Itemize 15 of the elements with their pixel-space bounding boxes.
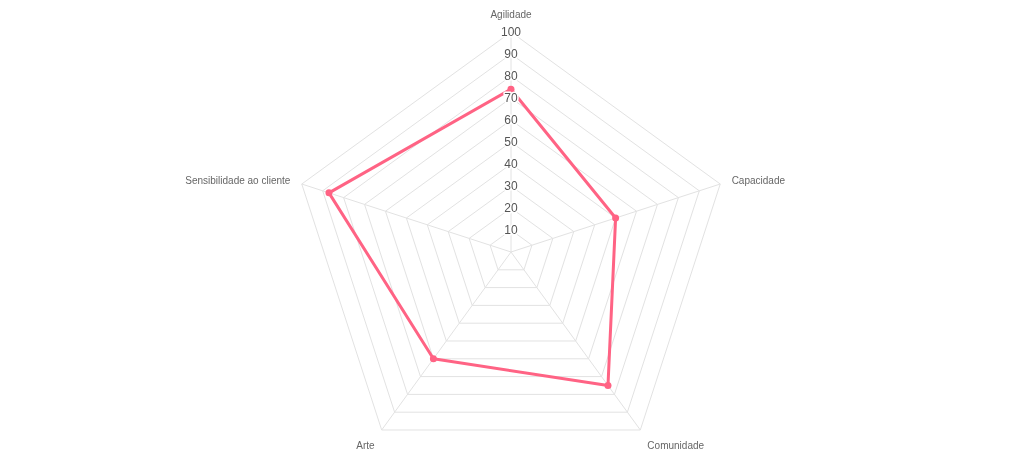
- y-tick-label: 80: [504, 69, 518, 84]
- y-tick-label: 100: [500, 25, 522, 40]
- spoke-label: Sensibilidade ao cliente: [185, 174, 291, 186]
- y-tick-label: 30: [504, 179, 518, 194]
- y-tick-label: 70: [504, 91, 518, 106]
- y-tick-label: 10: [504, 223, 518, 238]
- spoke-label: Capacidade: [731, 174, 786, 186]
- spoke-label: Agilidade: [490, 9, 532, 20]
- spoke-label: Comunidade: [647, 439, 705, 451]
- y-tick-label: 60: [504, 113, 518, 128]
- y-tick-label: 20: [504, 201, 518, 216]
- spoke-label: Arte: [356, 439, 376, 451]
- y-tick-label: 50: [504, 135, 518, 150]
- y-tick-label: 90: [504, 47, 518, 62]
- y-tick-label: 40: [504, 157, 518, 172]
